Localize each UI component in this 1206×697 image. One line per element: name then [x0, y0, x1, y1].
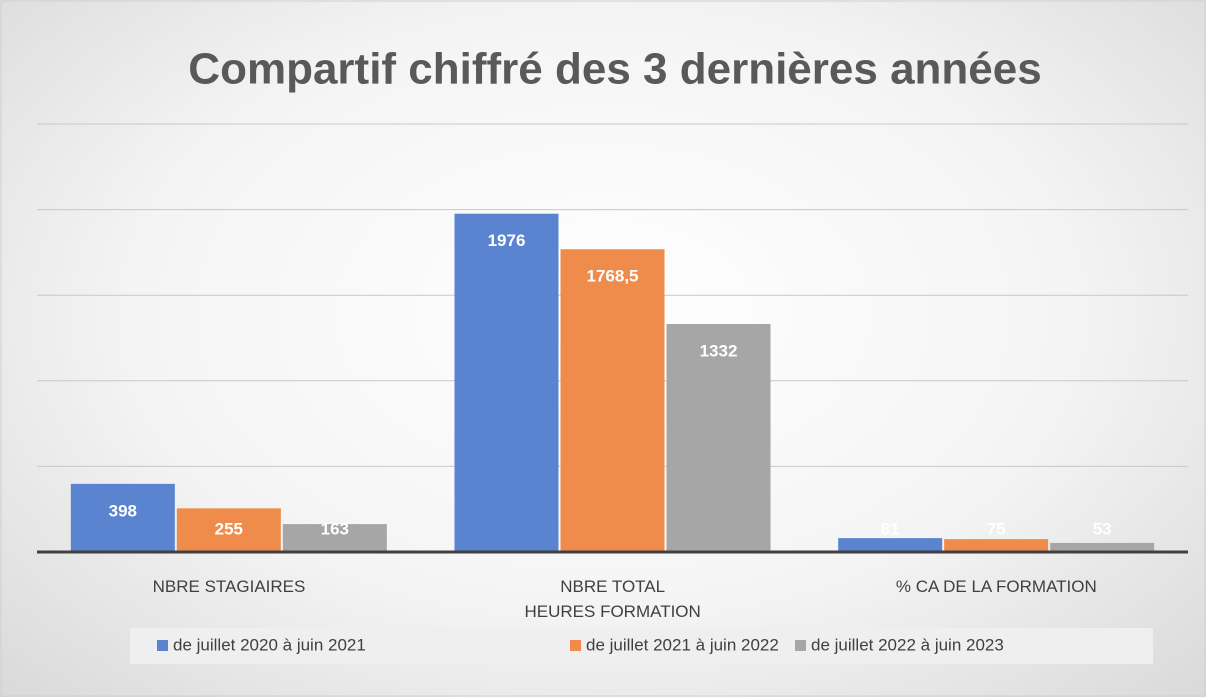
bar: [560, 249, 665, 553]
value-label: 1332: [700, 341, 738, 360]
bar: [70, 483, 175, 552]
bar: [944, 539, 1049, 552]
legend-swatch: [157, 640, 168, 651]
bar: [454, 213, 559, 552]
value-label: 163: [321, 519, 349, 538]
bar: [838, 538, 943, 552]
bar: [176, 508, 281, 552]
legend-box: [130, 628, 1153, 664]
value-label: 75: [987, 519, 1006, 538]
value-label: 255: [215, 519, 243, 538]
x-tick-label: % CA DE LA FORMATION: [895, 577, 1097, 596]
legend-label: de juillet 2021 à juin 2022: [586, 635, 779, 654]
bar: [1050, 542, 1155, 552]
value-label: 1768,5: [587, 267, 639, 286]
x-tick-label: NBRE TOTAL HEURES FORMATION: [524, 577, 701, 621]
legend-label: de juillet 2020 à juin 2021: [173, 635, 366, 654]
value-label: 398: [109, 501, 137, 520]
legend-label: de juillet 2022 à juin 2023: [811, 635, 1004, 654]
bar: [282, 524, 387, 552]
bar: [666, 323, 771, 552]
x-tick-label: NBRE STAGIAIRES: [152, 577, 306, 596]
chart-title: Compartif chiffré des 3 dernières années: [188, 45, 1041, 94]
legend-swatch: [795, 640, 806, 651]
legend-swatch: [570, 640, 581, 651]
value-label: 53: [1093, 519, 1112, 538]
value-label: 81: [881, 519, 900, 538]
value-label: 1976: [488, 231, 526, 250]
